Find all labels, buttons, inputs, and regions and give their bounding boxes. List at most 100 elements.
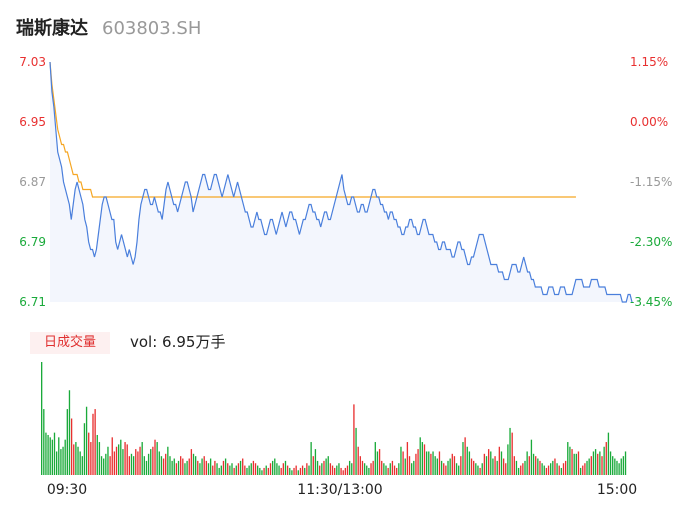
volume-bar <box>250 463 252 475</box>
volume-bar <box>177 460 180 476</box>
volume-bar <box>498 446 501 475</box>
volume-bar <box>601 456 603 475</box>
volume-bar <box>584 463 586 475</box>
volume-bar <box>554 458 556 475</box>
volume-bar <box>297 470 299 475</box>
volume-bar <box>423 444 426 475</box>
volume-bar <box>295 465 297 475</box>
y-left-tick-label: 7.03 <box>19 55 46 69</box>
volume-bar <box>329 463 332 475</box>
volume-bar <box>517 467 520 475</box>
y-right-tick-label: 1.15% <box>630 55 668 69</box>
volume-bar <box>468 451 471 475</box>
volume-bar <box>316 460 319 476</box>
volume-bar <box>160 456 163 475</box>
volume-bar <box>582 465 584 475</box>
volume-bar <box>126 444 128 475</box>
volume-bar <box>421 442 424 475</box>
volume-bar <box>348 460 351 476</box>
volume-bar <box>81 456 83 475</box>
volume-bar <box>387 467 389 475</box>
volume-bar <box>182 458 184 475</box>
volume-bar <box>496 460 498 476</box>
volume-bar <box>261 470 263 475</box>
y-left-tick-label: 6.71 <box>19 295 46 309</box>
volume-bar <box>507 444 509 475</box>
volume-bar <box>586 460 588 476</box>
y-left-tick-label: 6.87 <box>19 175 46 189</box>
volume-bar <box>556 463 558 475</box>
volume-bar <box>522 463 524 475</box>
volume-bar <box>622 456 625 475</box>
y-right-tick-label: -1.15% <box>630 175 672 189</box>
volume-bar <box>122 449 124 475</box>
volume-bar <box>214 460 216 476</box>
volume-bar <box>383 463 385 475</box>
volume-bar <box>203 456 205 475</box>
volume-bar <box>378 449 381 475</box>
volume-bar <box>314 449 317 475</box>
volume-bar <box>475 463 477 475</box>
volume-bar <box>466 446 468 475</box>
volume-bar <box>614 458 616 475</box>
volume-bar <box>323 460 325 476</box>
stock-header: 瑞斯康达 603803.SH <box>16 14 201 39</box>
volume-bar <box>552 460 554 476</box>
x-tick-label: 11:30/13:00 <box>297 482 382 498</box>
volume-bar <box>325 458 327 475</box>
volume-bar <box>197 460 199 476</box>
volume-bar <box>524 460 526 476</box>
volume-bar <box>265 465 267 475</box>
volume-bar <box>64 439 66 475</box>
volume-bar <box>109 456 111 475</box>
volume-bar <box>137 451 139 475</box>
volume-bar <box>43 409 45 475</box>
volume-bar <box>453 456 456 475</box>
volume-bar <box>88 432 90 476</box>
volume-bar <box>239 460 242 476</box>
y-right-tick-label: 0.00% <box>630 115 668 129</box>
volume-bar <box>278 465 280 475</box>
volume-bar <box>368 467 370 475</box>
volume-bar <box>462 442 464 475</box>
volume-bar <box>460 456 462 475</box>
volume-bar <box>51 439 54 475</box>
volume-bar <box>487 449 490 475</box>
volume-bar <box>173 458 175 475</box>
volume-bar <box>242 458 244 475</box>
volume-bar <box>624 451 627 475</box>
volume-bar <box>569 446 571 475</box>
volume-bar <box>607 432 610 476</box>
volume-bar <box>143 456 145 475</box>
volume-bar <box>301 465 304 475</box>
volume-bar <box>436 458 438 475</box>
volume-bar <box>68 390 71 475</box>
volume-bar <box>505 463 507 475</box>
volume-bar <box>167 446 169 475</box>
volume-bar <box>184 463 186 475</box>
volume-bar <box>194 456 197 475</box>
volume-bar <box>620 458 622 475</box>
volume-bar <box>286 465 289 475</box>
volume-bar <box>539 460 541 476</box>
y-right-tick-label: -3.45% <box>630 295 672 309</box>
volume-bar <box>60 449 62 475</box>
volume-bar <box>594 449 597 475</box>
volume-bar <box>306 463 308 475</box>
volume-bar <box>543 465 545 475</box>
volume-bar <box>100 456 103 475</box>
volume-bar <box>280 467 282 475</box>
volume-bar <box>588 458 590 475</box>
volume-bar <box>458 465 460 475</box>
volume-bar <box>603 446 605 475</box>
volume-bar <box>528 456 530 475</box>
volume-bar <box>186 460 188 476</box>
volume-bar <box>180 456 182 475</box>
volume-bar <box>66 409 68 475</box>
volume-bar <box>284 460 287 476</box>
volume-bar <box>308 465 310 475</box>
volume-bar <box>235 465 237 475</box>
volume-bar <box>558 465 560 475</box>
volume-bar <box>430 453 432 475</box>
volume-bar <box>259 467 261 475</box>
